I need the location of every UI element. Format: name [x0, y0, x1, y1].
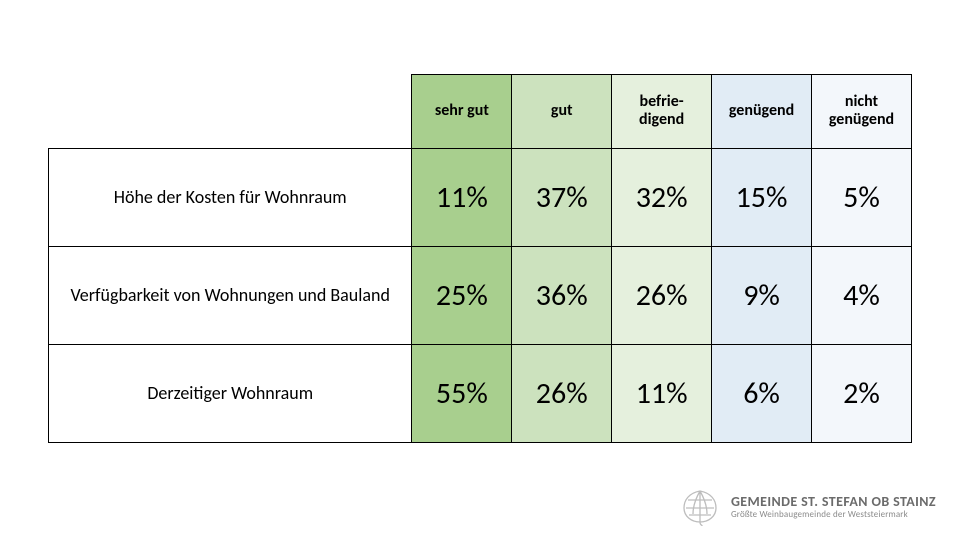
- cell-value: 9%: [712, 246, 812, 344]
- footer-line1-accent: ST. STEFAN OB STAINZ: [801, 493, 936, 510]
- cell-value: 55%: [412, 344, 512, 442]
- table-row: Verfügbarkeit von Wohnungen und Bauland2…: [49, 246, 912, 344]
- cell-value: 26%: [512, 344, 612, 442]
- footer-branding: GEMEINDE ST. STEFAN OB STAINZ Größte Wei…: [679, 488, 936, 526]
- cell-value: 11%: [612, 344, 712, 442]
- col-header: sehr gut: [412, 75, 512, 149]
- table-row: Höhe der Kosten für Wohnraum11%37%32%15%…: [49, 148, 912, 246]
- footer-text: GEMEINDE ST. STEFAN OB STAINZ Größte Wei…: [731, 495, 936, 519]
- cell-value: 37%: [512, 148, 612, 246]
- footer-line1: GEMEINDE ST. STEFAN OB STAINZ: [731, 495, 936, 510]
- table-row: Derzeitiger Wohnraum55%26%11%6%2%: [49, 344, 912, 442]
- row-label: Derzeitiger Wohnraum: [49, 344, 412, 442]
- table-header-row: sehr gutgutbefrie-digendgenügendnichtgen…: [49, 75, 912, 149]
- cell-value: 36%: [512, 246, 612, 344]
- footer-line1-pre: GEMEINDE: [731, 493, 801, 510]
- col-header: befrie-digend: [612, 75, 712, 149]
- col-header: nichtgenügend: [812, 75, 912, 149]
- row-label: Verfügbarkeit von Wohnungen und Bauland: [49, 246, 412, 344]
- col-header: genügend: [712, 75, 812, 149]
- cell-value: 15%: [712, 148, 812, 246]
- cell-value: 2%: [812, 344, 912, 442]
- cell-value: 4%: [812, 246, 912, 344]
- table-corner-blank: [49, 75, 412, 149]
- cell-value: 5%: [812, 148, 912, 246]
- cell-value: 6%: [712, 344, 812, 442]
- ratings-table-container: sehr gutgutbefrie-digendgenügendnichtgen…: [48, 74, 912, 443]
- cell-value: 25%: [412, 246, 512, 344]
- leaf-icon: [679, 488, 721, 526]
- cell-value: 26%: [612, 246, 712, 344]
- footer-line2: Größte Weinbaugemeinde der Weststeiermar…: [731, 510, 936, 519]
- cell-value: 32%: [612, 148, 712, 246]
- col-header: gut: [512, 75, 612, 149]
- row-label: Höhe der Kosten für Wohnraum: [49, 148, 412, 246]
- cell-value: 11%: [412, 148, 512, 246]
- ratings-table: sehr gutgutbefrie-digendgenügendnichtgen…: [48, 74, 912, 443]
